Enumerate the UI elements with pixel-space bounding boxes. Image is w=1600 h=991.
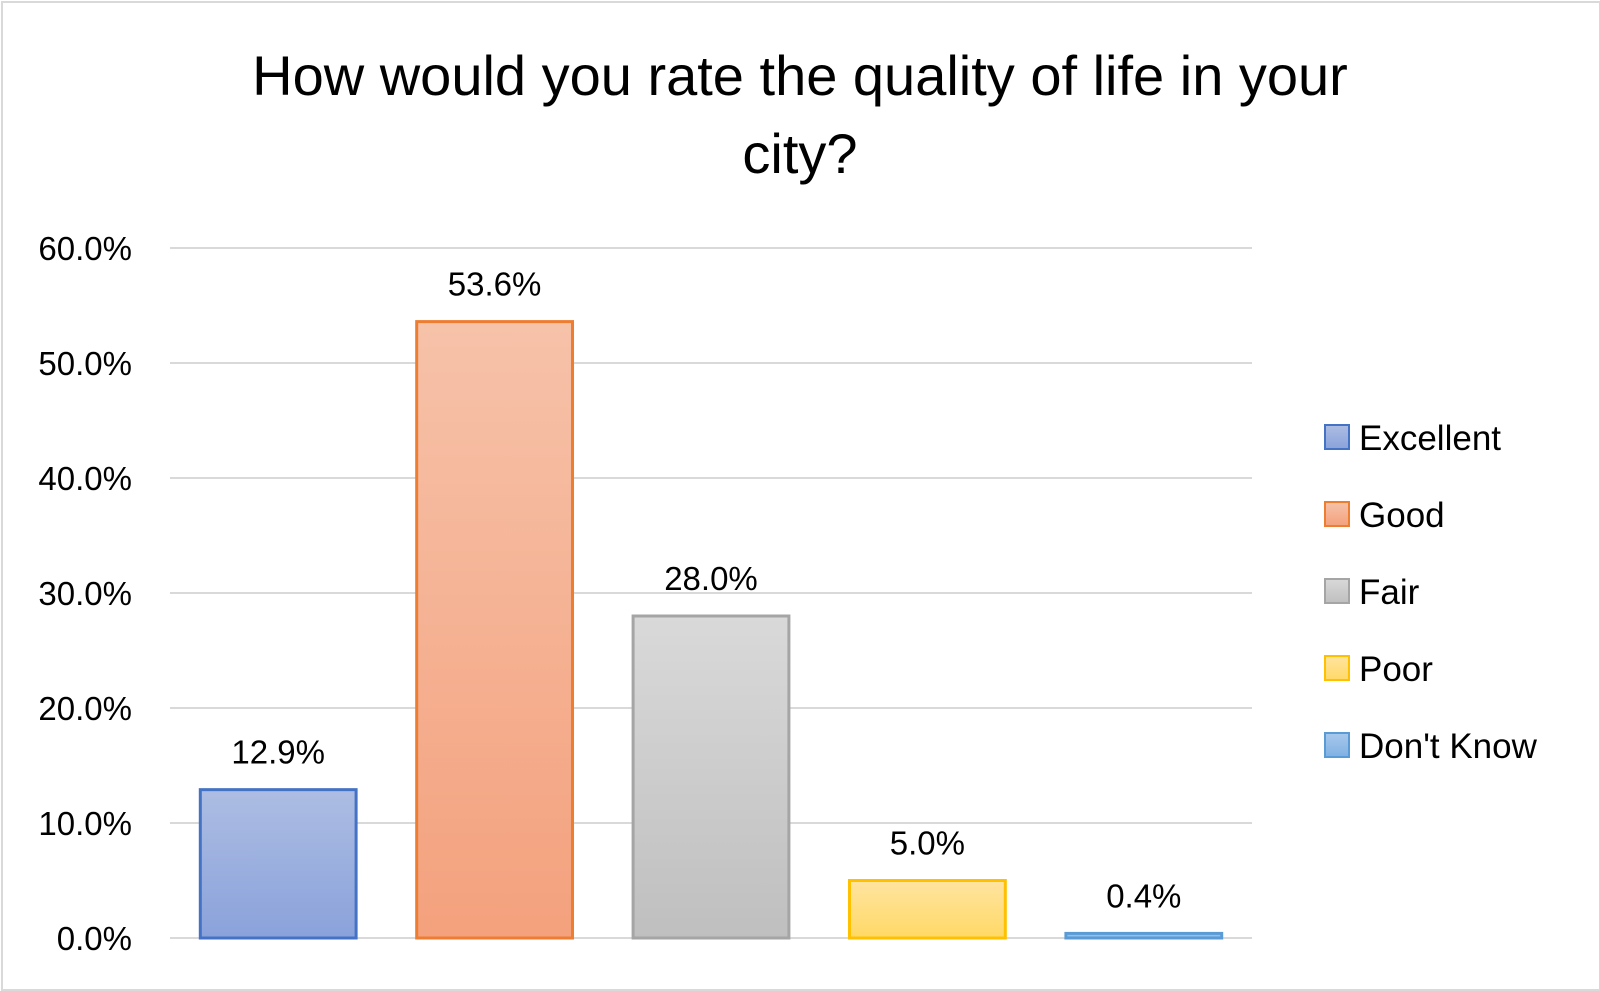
y-tick-label: 50.0% xyxy=(38,345,132,382)
y-axis-ticks: 0.0% 10.0% 20.0% 30.0% 40.0% 50.0% 60.0% xyxy=(38,230,132,957)
legend-label: Don't Know xyxy=(1359,727,1538,766)
chart-title-line: How would you rate the quality of life i… xyxy=(252,44,1348,107)
bar-poor xyxy=(847,879,1007,940)
chart-title: How would you rate the quality of life i… xyxy=(252,44,1348,185)
y-tick-label: 20.0% xyxy=(38,690,132,727)
bar-fair xyxy=(631,614,791,940)
legend-label: Fair xyxy=(1359,573,1420,612)
y-tick-label: 60.0% xyxy=(38,230,132,267)
legend-swatch xyxy=(1324,732,1350,758)
bar-don-t-know xyxy=(1064,931,1224,940)
legend-label: Poor xyxy=(1359,650,1433,689)
legend-swatch xyxy=(1324,578,1350,604)
data-label: 0.4% xyxy=(1106,877,1181,914)
data-label: 28.0% xyxy=(664,560,758,597)
y-tick-label: 10.0% xyxy=(38,805,132,842)
data-label: 5.0% xyxy=(890,825,965,862)
data-label: 12.9% xyxy=(231,734,325,771)
y-tick-label: 40.0% xyxy=(38,460,132,497)
legend-swatch xyxy=(1324,424,1350,450)
bars xyxy=(198,320,1224,940)
chart-title-line: city? xyxy=(742,122,857,185)
legend-label: Good xyxy=(1359,496,1445,535)
data-labels: 12.9% 53.6% 28.0% 5.0% 0.4% xyxy=(231,266,1181,915)
legend-swatch xyxy=(1324,501,1350,527)
bar-excellent xyxy=(198,788,358,940)
legend: Excellent Good Fair Poor Don't Know xyxy=(1324,419,1538,766)
bar-good xyxy=(415,320,575,940)
y-tick-label: 30.0% xyxy=(38,575,132,612)
legend-label: Excellent xyxy=(1359,419,1501,458)
y-tick-label: 0.0% xyxy=(57,920,132,957)
legend-swatch xyxy=(1324,655,1350,681)
data-label: 53.6% xyxy=(448,266,542,303)
